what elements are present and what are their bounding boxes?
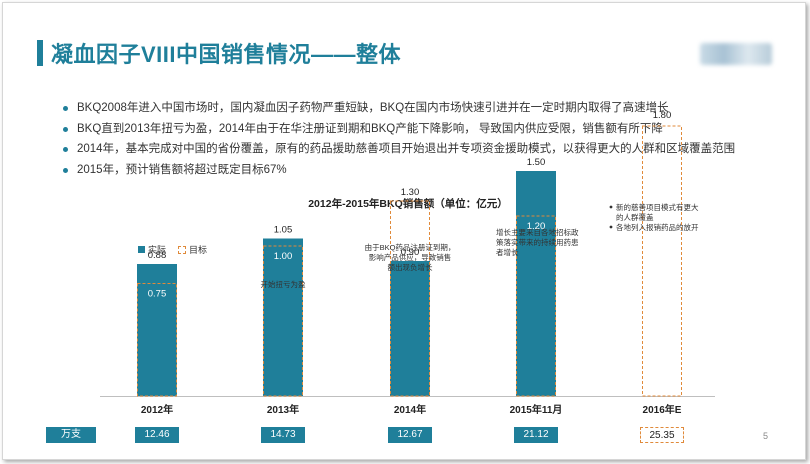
data-label-actual: 1.50 xyxy=(527,157,546,168)
units-sold-value: 12.67 xyxy=(388,427,432,443)
x-tick-label: 2014年 xyxy=(394,403,426,416)
data-label-actual: 0.88 xyxy=(148,250,167,261)
x-tick-label: 2013年 xyxy=(267,403,299,416)
data-label-actual: 0.90 xyxy=(401,247,420,258)
x-tick-label: 2012年 xyxy=(141,403,173,416)
legend-item-target: 目标 xyxy=(178,243,207,256)
x-tick-label: 2015年11月 xyxy=(510,403,563,416)
units-sold-value: 25.35 xyxy=(640,427,684,443)
page-number: 5 xyxy=(763,431,769,441)
chart-annotation: 影响产品供应，导致销售 xyxy=(369,252,452,262)
chart-annotation: 额出现负增长 xyxy=(388,262,433,272)
page-title: 凝血因子VIII中国销售情况——整体 xyxy=(51,42,402,67)
x-tick-label: 2016年E xyxy=(643,403,682,416)
data-label-target: 1.80 xyxy=(653,110,672,121)
data-label-actual: 1.05 xyxy=(274,225,293,236)
data-label-target: 0.75 xyxy=(148,289,167,300)
data-label-target: 1.20 xyxy=(527,221,546,232)
chart-annotation: 各地列入报销药品的放开 xyxy=(616,222,699,232)
legend-swatch-target xyxy=(178,245,187,254)
legend-label-target: 目标 xyxy=(189,245,208,255)
chart-annotation: 者增长 xyxy=(496,247,519,257)
annotation-bullet xyxy=(609,205,613,209)
bullet-item: BKQ直到2013年扭亏为盈，2014年由于在华注册证到期和BKQ产能下降影响，… xyxy=(63,119,735,140)
blurred-logo xyxy=(700,43,772,65)
chart-annotation: 增长主要来自各地招标政 xyxy=(496,227,579,237)
chart-legend: 实际 目标 xyxy=(138,243,207,256)
bar-target xyxy=(137,283,177,397)
legend-label-actual: 实际 xyxy=(148,245,167,255)
bar-target xyxy=(642,125,682,397)
bar-actual xyxy=(390,261,430,396)
bar-actual xyxy=(137,264,177,396)
legend-swatch-actual xyxy=(138,246,145,253)
chart-annotation: 由于BKQ药品注册证到期， xyxy=(365,242,456,252)
chart-annotation: 开始扭亏为盈 xyxy=(261,279,306,289)
units-sold-value: 12.46 xyxy=(135,427,179,443)
annotation-bullet xyxy=(609,225,613,229)
bar-actual xyxy=(516,171,556,396)
bar-actual xyxy=(263,238,303,396)
legend-item-actual: 实际 xyxy=(138,243,166,256)
bullet-item: 2014年，基本完成对中国的省份覆盖，原有的药品援助慈善项目开始退出并专项资金援… xyxy=(63,139,735,160)
bar-target xyxy=(390,200,430,397)
title-accent-bar xyxy=(37,40,43,66)
chart-annotation: 策落实带来的持续用药患 xyxy=(496,237,579,247)
bullet-list: BKQ2008年进入中国市场时，国内凝血因子药物严重短缺，BKQ在国内市场快速引… xyxy=(63,98,735,180)
bar-target xyxy=(263,245,303,397)
data-label-target: 1.00 xyxy=(274,251,293,262)
units-sold-value: 21.12 xyxy=(514,427,558,443)
bullet-item: 2015年，预计销售额将超过既定目标67% xyxy=(63,160,735,181)
chart-title: 2012年-2015年BKQ销售额（单位：亿元） xyxy=(308,198,508,210)
chart-annotation: 新的慈善项目模式有更大 xyxy=(616,202,699,212)
bullet-item: BKQ2008年进入中国市场时，国内凝血因子药物严重短缺，BKQ在国内市场快速引… xyxy=(63,98,735,119)
units-row-label: 万支 xyxy=(46,427,96,443)
units-sold-value: 14.73 xyxy=(261,427,305,443)
bar-target xyxy=(516,215,556,397)
data-label-target: 1.30 xyxy=(401,187,420,198)
chart-annotation: 的人群覆盖 xyxy=(616,212,654,222)
